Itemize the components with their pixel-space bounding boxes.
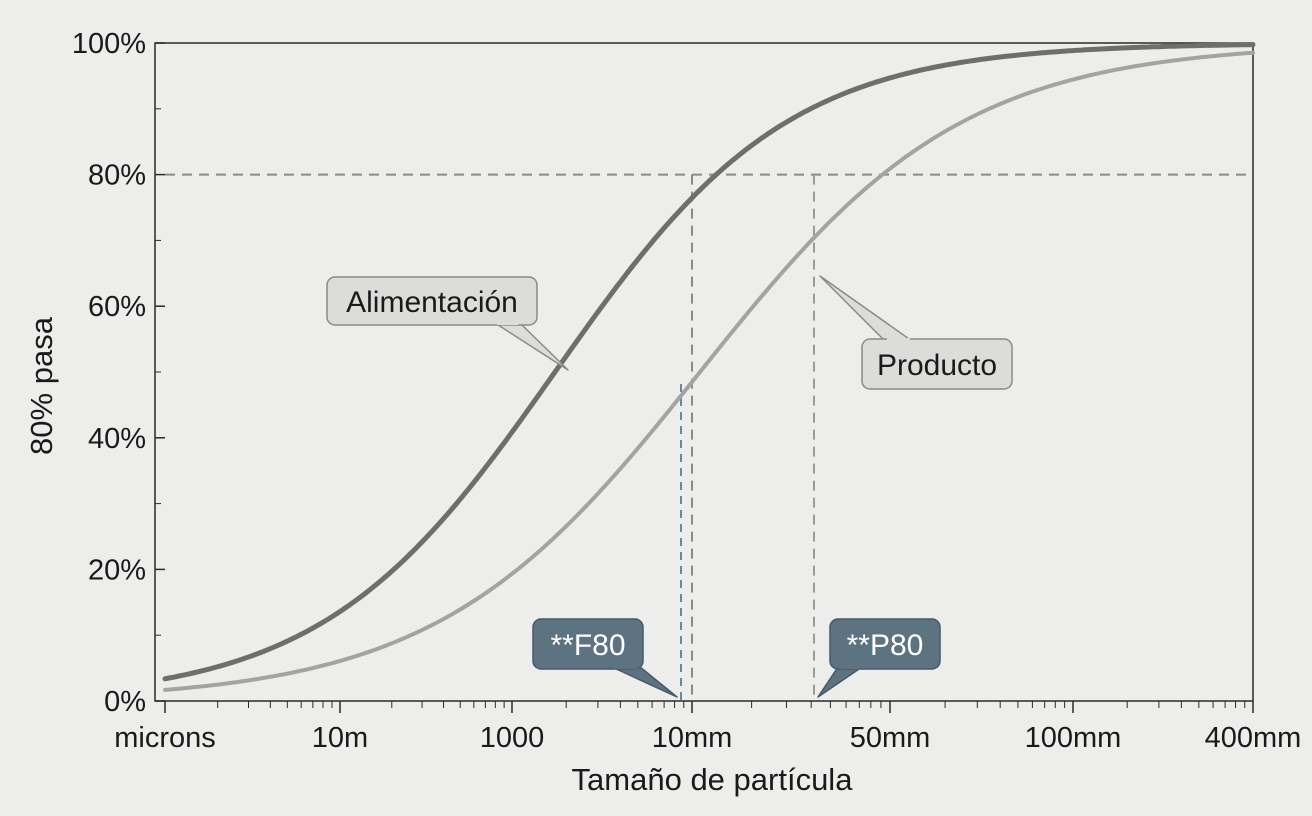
- callouts: Alimentación Producto **F80 **P80: [326, 275, 1013, 698]
- x-tick-label: 10mm: [652, 722, 733, 754]
- y-axis-title: 80% pasa: [24, 316, 59, 455]
- callout-f80-text: **F80: [550, 629, 625, 662]
- x-tick-label: 50mm: [850, 722, 931, 754]
- y-tick-label: 0%: [104, 686, 146, 718]
- y-tick-label: 100%: [72, 28, 146, 60]
- x-tick-label: 100mm: [1025, 722, 1122, 754]
- x-tick-label: 10m: [312, 722, 368, 754]
- callout-producto-text: Producto: [877, 349, 997, 382]
- callout-f80: **F80: [532, 618, 678, 698]
- callout-producto: Producto: [819, 275, 1013, 390]
- y-tick-label: 20%: [88, 554, 146, 586]
- y-tick-label: 40%: [88, 423, 146, 455]
- y-tick-label: 60%: [88, 291, 146, 323]
- reference-lines: [165, 173, 1253, 701]
- x-axis-title: Tamaño de partícula: [572, 762, 854, 797]
- x-axis-ticks: microns 10m 1000 10mm 50mm 100mm 400mm: [114, 701, 1301, 754]
- callout-alimentacion-text: Alimentación: [346, 286, 518, 319]
- series-line-producto: [163, 50, 1255, 692]
- plot-area: [154, 42, 1254, 702]
- x-tick-label: microns: [114, 722, 216, 754]
- callout-producto-box: [861, 338, 1013, 390]
- y-axis-ticks: 0% 20% 40% 60% 80% 100%: [72, 28, 165, 718]
- callout-f80-box: [532, 618, 644, 670]
- x-tick-label: 1000: [480, 722, 545, 754]
- callout-p80: **P80: [817, 618, 941, 698]
- callout-alimentacion-box: [326, 276, 538, 326]
- callout-p80-box: [829, 618, 941, 670]
- y-tick-label: 80%: [88, 160, 146, 192]
- series-line-alimentacion: [162, 42, 1256, 682]
- callout-alimentacion: Alimentación: [326, 276, 569, 371]
- series-lines: [162, 42, 1256, 692]
- callout-p80-text: **P80: [847, 629, 924, 662]
- x-tick-label: 400mm: [1205, 722, 1302, 754]
